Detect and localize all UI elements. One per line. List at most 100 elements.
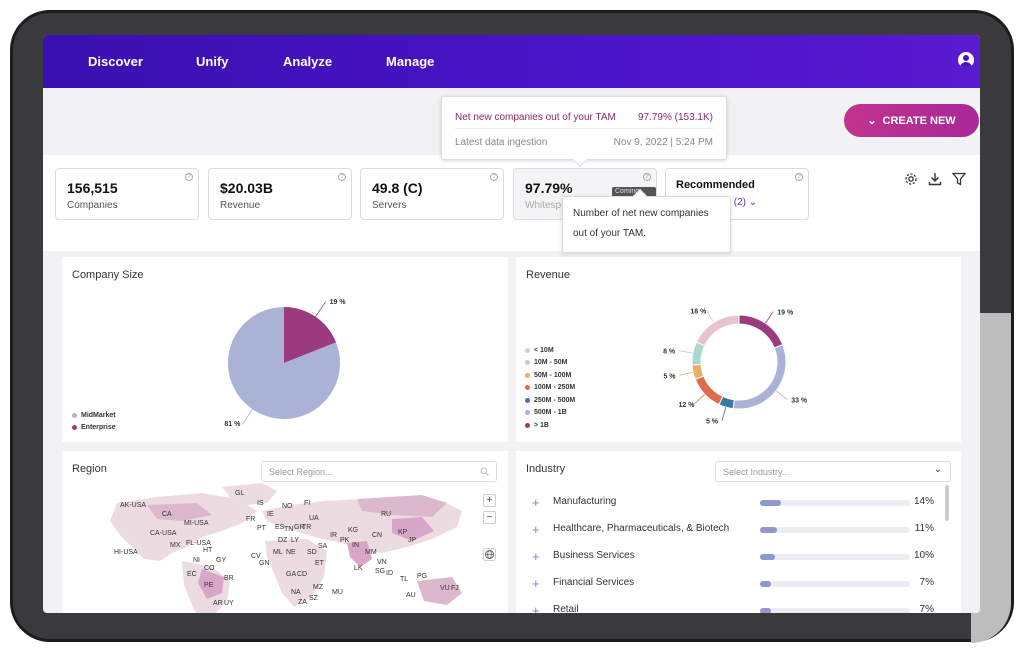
map-region-label[interactable]: BR [224, 575, 234, 582]
map-region-label[interactable]: CN [372, 532, 383, 539]
nav-unify[interactable]: Unify [196, 54, 229, 69]
map-region-label[interactable]: NI [193, 557, 200, 564]
map-region-label[interactable]: FJ [451, 585, 459, 592]
map-region-label[interactable]: IR [330, 532, 337, 539]
map-region-label[interactable]: FL-USA [186, 540, 211, 547]
nav-discover[interactable]: Discover [88, 54, 143, 69]
map-region-label[interactable]: GY [216, 557, 227, 564]
map-region-label[interactable]: VU [440, 585, 450, 592]
map-region-label[interactable]: NO [282, 503, 293, 510]
map-region-label[interactable]: KG [348, 527, 359, 534]
globe-icon[interactable] [483, 548, 496, 561]
filter-icon[interactable] [952, 172, 966, 186]
map-region-label[interactable]: SG [375, 568, 386, 575]
map-region-label[interactable]: CD [297, 571, 308, 578]
map-region-label[interactable]: FR [246, 516, 256, 523]
help-icon[interactable]: ? [490, 173, 498, 181]
map-region-label[interactable]: GR [294, 524, 305, 531]
map-region-label[interactable]: ES [275, 524, 285, 531]
map-region-label[interactable]: GN [259, 560, 270, 567]
help-icon[interactable]: ? [643, 173, 651, 181]
user-avatar-icon[interactable] [958, 52, 974, 68]
region-select[interactable]: Select Region... [261, 461, 497, 482]
map-region-label[interactable]: SD [307, 549, 317, 556]
map-region-label[interactable]: GA [286, 571, 297, 578]
map-region-label[interactable]: MU [332, 589, 343, 596]
zoom-out-button[interactable]: − [483, 511, 496, 524]
expand-plus-icon[interactable]: + [532, 549, 540, 564]
metric-card-companies[interactable]: 156,515 Companies ? [55, 168, 199, 220]
industry-row[interactable]: + Healthcare, Pharmaceuticals, & Biotech 1… [526, 522, 946, 537]
expand-plus-icon[interactable]: + [532, 603, 540, 613]
donut-segment[interactable] [738, 314, 784, 349]
help-icon[interactable]: ? [185, 173, 193, 181]
map-region-label[interactable]: FI [304, 500, 311, 507]
donut-segment[interactable] [732, 344, 787, 410]
map-region-label[interactable]: RU [381, 511, 392, 518]
map-region-label[interactable]: HT [203, 547, 213, 554]
pie-slice-midmarket[interactable] [227, 307, 340, 419]
donut-segment[interactable] [695, 314, 740, 347]
industry-row[interactable]: + Retail 7% [526, 603, 946, 613]
donut-segment[interactable] [691, 363, 705, 380]
map-region-label[interactable]: SA [318, 543, 328, 550]
download-icon[interactable] [928, 172, 942, 186]
map-region-label[interactable]: TR [302, 524, 312, 531]
donut-segment[interactable] [694, 375, 724, 406]
map-region-label[interactable]: VN [377, 559, 387, 566]
map-region-label[interactable]: TL [400, 576, 409, 583]
map-region-label[interactable]: MZ [313, 584, 324, 591]
scrollbar[interactable] [945, 485, 949, 521]
recommended-count[interactable]: s (2) ⌄ [726, 197, 758, 208]
map-region-label[interactable]: CO [204, 565, 215, 572]
map-region-label[interactable]: ID [386, 570, 393, 577]
expand-plus-icon[interactable]: + [532, 576, 540, 591]
map-region-label[interactable]: PG [417, 573, 428, 580]
gear-icon[interactable] [904, 172, 918, 186]
map-region-label[interactable]: KP [398, 529, 408, 536]
map-region-label[interactable]: MI-USA [184, 520, 209, 527]
map-region-label[interactable]: PK [340, 537, 350, 544]
map-region-label[interactable]: HI-USA [114, 549, 138, 556]
help-icon[interactable]: ? [795, 173, 803, 181]
map-region-label[interactable]: PT [257, 525, 266, 532]
expand-plus-icon[interactable]: + [532, 522, 540, 537]
create-new-button[interactable]: ⌄ CREATE NEW [844, 104, 979, 137]
map-region-label[interactable]: ML [273, 549, 283, 556]
map-region-label[interactable]: JP [408, 537, 417, 544]
map-region-label[interactable]: LK [354, 565, 363, 572]
map-region-label[interactable]: UY [224, 600, 234, 607]
map-region-label[interactable]: MX [170, 542, 181, 549]
industry-row[interactable]: + Business Services 10% [526, 549, 946, 564]
map-region-label[interactable]: PE [204, 582, 214, 589]
metric-card-revenue[interactable]: $20.03B Revenue ? [208, 168, 352, 220]
map-region-label[interactable]: AU [406, 592, 416, 599]
map-region-label[interactable]: LY [291, 537, 300, 544]
map-region-label[interactable]: UA [309, 515, 319, 522]
map-region-label[interactable]: MM [365, 549, 377, 556]
map-region-label[interactable]: SZ [309, 595, 318, 602]
help-icon[interactable]: ? [338, 173, 346, 181]
map-region-label[interactable]: IS [257, 500, 264, 507]
pie-slice-enterprise[interactable] [284, 307, 337, 363]
map-region-label[interactable]: GL [235, 490, 245, 497]
map-region-label[interactable]: DZ [278, 537, 288, 544]
map-region-label[interactable]: CV [251, 553, 261, 560]
industry-select[interactable]: Select Industry... ⌄ [715, 461, 951, 482]
map-region-label[interactable]: TN [284, 526, 294, 533]
map-region-label[interactable]: AR [213, 600, 223, 607]
map-region-label[interactable]: EC [187, 571, 197, 578]
nav-manage[interactable]: Manage [386, 54, 435, 69]
industry-row[interactable]: + Manufacturing 14% [526, 495, 946, 510]
map-region-label[interactable]: IN [352, 542, 359, 549]
expand-plus-icon[interactable]: + [532, 495, 540, 510]
map-region-label[interactable]: ZA [298, 599, 307, 606]
map-region-label[interactable]: AK-USA [120, 502, 147, 509]
map-region-label[interactable]: NA [291, 589, 301, 596]
metric-card-recommended[interactable]: Recommended s (2) ⌄ ? [665, 168, 809, 220]
map-region-label[interactable]: CA [162, 511, 172, 518]
map-region-label[interactable]: IE [267, 511, 274, 518]
map-region-label[interactable]: ET [315, 560, 324, 567]
map-region-label[interactable]: CA-USA [150, 530, 177, 537]
zoom-in-button[interactable]: + [483, 494, 496, 507]
